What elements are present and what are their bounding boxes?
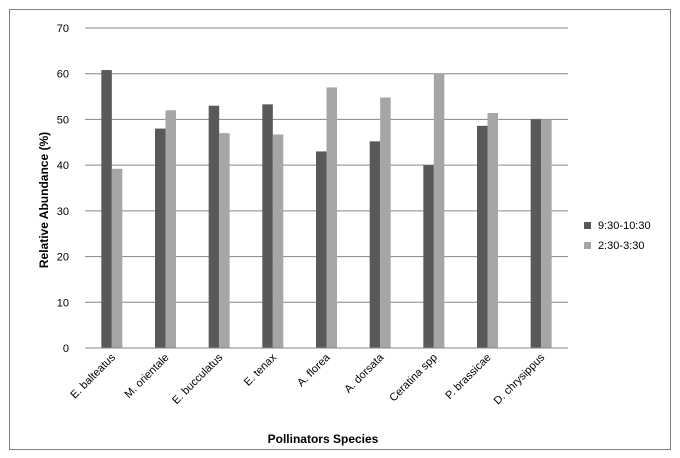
bar-morning xyxy=(316,151,327,348)
x-tick-label: D. chrysippus xyxy=(492,351,548,407)
y-tick-label: 60 xyxy=(57,69,69,81)
legend-swatch xyxy=(584,242,591,249)
x-tick-label: P. brassicae xyxy=(443,352,493,402)
y-tick-label: 30 xyxy=(57,206,69,218)
bar-morning xyxy=(208,105,220,348)
bar-afternoon xyxy=(272,134,284,348)
bars xyxy=(101,70,552,349)
y-axis-ticks: 0 10 20 30 40 50 60 70 xyxy=(57,23,69,355)
bar-morning xyxy=(530,119,542,348)
bar-morning xyxy=(369,141,381,348)
x-axis-title: Pollinators Species xyxy=(268,432,379,446)
x-tick-label: M. orientale xyxy=(122,352,171,401)
legend-label: 2:30-3:30 xyxy=(598,240,644,252)
legend: 9:30-10:30 2:30-3:30 xyxy=(584,220,651,252)
x-tick-label: Ceratina spp xyxy=(387,352,440,405)
bar-morning xyxy=(101,70,112,349)
x-tick-label: A. dorsata xyxy=(342,351,387,396)
bar-afternoon xyxy=(326,87,337,348)
x-tick-label: E. bucculatus xyxy=(170,351,226,407)
x-tick-label: A. florea xyxy=(295,351,333,389)
y-tick-label: 20 xyxy=(57,252,69,264)
bar-morning xyxy=(423,165,434,348)
bar-afternoon xyxy=(433,73,445,348)
y-axis-title: Relative Abundance (%) xyxy=(37,132,51,268)
bar-morning xyxy=(477,125,488,348)
bar-morning xyxy=(155,128,166,348)
y-tick-label: 40 xyxy=(57,160,69,172)
y-tick-label: 70 xyxy=(57,23,69,35)
bar-afternoon xyxy=(487,113,498,349)
bar-afternoon xyxy=(541,119,552,348)
legend-swatch xyxy=(584,222,591,229)
bar-afternoon xyxy=(380,97,391,348)
bar-afternoon xyxy=(165,110,176,349)
x-tick-label: E. tenax xyxy=(242,351,279,388)
x-tick-label: E. balteatus xyxy=(68,351,118,401)
y-tick-label: 10 xyxy=(57,297,69,309)
bar-afternoon xyxy=(111,168,123,348)
y-tick-label: 50 xyxy=(57,114,69,126)
bar-afternoon xyxy=(219,133,230,348)
bar-morning xyxy=(262,104,273,348)
legend-label: 9:30-10:30 xyxy=(598,220,651,232)
y-tick-label: 0 xyxy=(63,343,69,355)
